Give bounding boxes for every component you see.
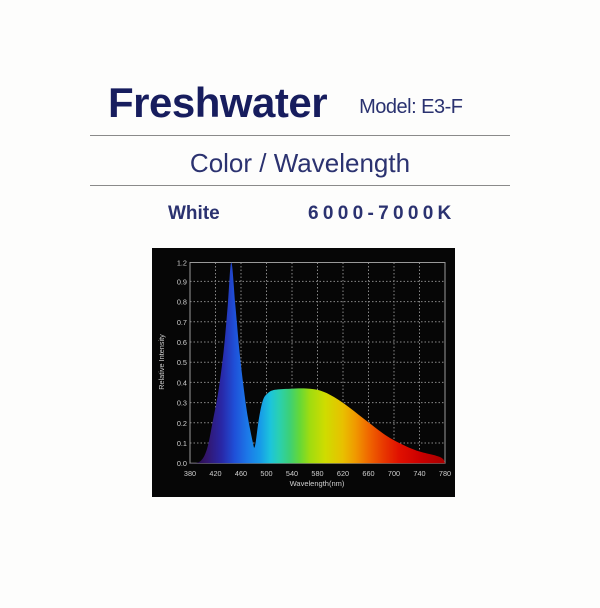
svg-text:0.4: 0.4 [177,378,187,387]
svg-text:420: 420 [209,469,221,478]
svg-text:0.8: 0.8 [177,298,187,307]
svg-text:0.5: 0.5 [177,358,187,367]
svg-text:Relative Intensity: Relative Intensity [157,334,166,390]
svg-text:460: 460 [235,469,247,478]
svg-text:0.9: 0.9 [177,277,187,286]
svg-text:780: 780 [439,469,451,478]
svg-text:620: 620 [337,469,349,478]
svg-text:380: 380 [184,469,196,478]
svg-text:1.2: 1.2 [177,259,187,268]
svg-text:0.2: 0.2 [177,419,187,428]
svg-text:Wavelength(nm): Wavelength(nm) [290,479,345,488]
svg-text:0.7: 0.7 [177,318,187,327]
svg-text:700: 700 [388,469,400,478]
svg-text:0.0: 0.0 [177,459,187,468]
svg-text:580: 580 [311,469,323,478]
svg-text:0.1: 0.1 [177,439,187,448]
svg-text:0.3: 0.3 [177,399,187,408]
svg-text:660: 660 [362,469,374,478]
svg-text:540: 540 [286,469,298,478]
svg-text:740: 740 [413,469,425,478]
svg-text:500: 500 [260,469,272,478]
svg-text:0.6: 0.6 [177,338,187,347]
